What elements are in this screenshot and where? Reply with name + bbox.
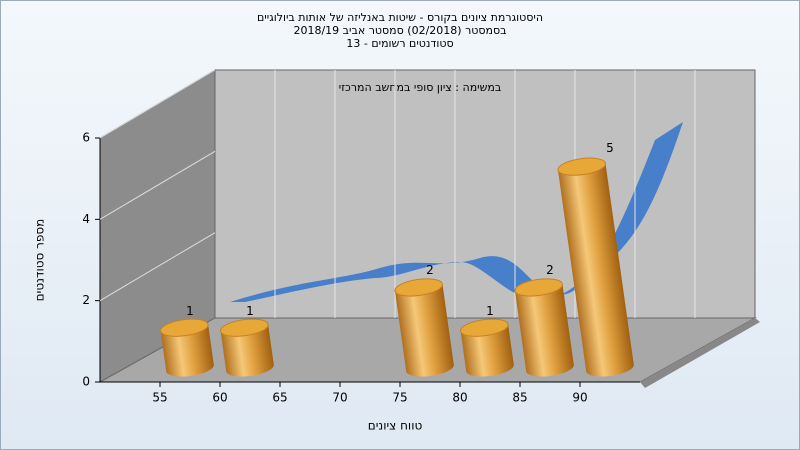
x-axis-label: טווח ציונים	[368, 419, 423, 433]
bar	[460, 318, 514, 377]
data-label: 2	[546, 263, 554, 277]
bar	[220, 318, 274, 377]
x-tick-label: 75	[392, 391, 407, 405]
y-tick-label: 4	[82, 212, 90, 226]
data-label: 5	[606, 141, 614, 155]
bar	[557, 157, 634, 377]
bar	[514, 278, 574, 377]
bar-body	[160, 324, 214, 377]
y-tick-label: 2	[82, 293, 90, 307]
data-label: 1	[486, 304, 494, 318]
chart-title: היסטוגרמת ציונים בקורס - שיטות באנליזה ש…	[257, 11, 543, 24]
x-tick-label: 85	[512, 391, 527, 405]
bar-top	[394, 278, 443, 297]
x-tick-label: 80	[452, 391, 467, 405]
bar-body	[460, 324, 514, 377]
x-tick-label: 90	[572, 391, 587, 405]
bar-top	[220, 318, 269, 337]
x-tick-label: 55	[152, 391, 167, 405]
bar-body	[394, 284, 454, 377]
data-label: 2	[426, 263, 434, 277]
back-wall	[214, 69, 756, 319]
grid-line	[99, 69, 216, 139]
bar-body	[220, 324, 274, 377]
bar-top	[160, 318, 209, 337]
bar	[394, 278, 454, 377]
data-label: 1	[246, 304, 254, 318]
bar	[160, 318, 214, 377]
grid-line	[99, 232, 216, 302]
bar-top	[557, 157, 606, 176]
data-label: 1	[186, 304, 194, 318]
annotation: במשימה : ציון סופי במחשב המרכזי	[339, 81, 502, 94]
y-axis-label: מספר סטודנטים	[33, 219, 47, 302]
floor-edge	[640, 318, 760, 388]
bar-body	[514, 284, 574, 377]
grid-line	[99, 150, 216, 220]
bar-top	[514, 278, 563, 297]
y-tick-label: 0	[82, 375, 90, 389]
bar-top	[460, 318, 509, 337]
bar-body	[557, 163, 634, 377]
y-tick-label: 6	[82, 131, 90, 145]
chart-title: סטודנטים רשומים - 13	[346, 37, 453, 50]
x-tick-label: 60	[212, 391, 227, 405]
x-tick-label: 70	[332, 391, 347, 405]
chart-title: בסמסטר (02/2018) סמסטר אביב 2018/19	[293, 24, 506, 37]
x-tick-label: 65	[272, 391, 287, 405]
